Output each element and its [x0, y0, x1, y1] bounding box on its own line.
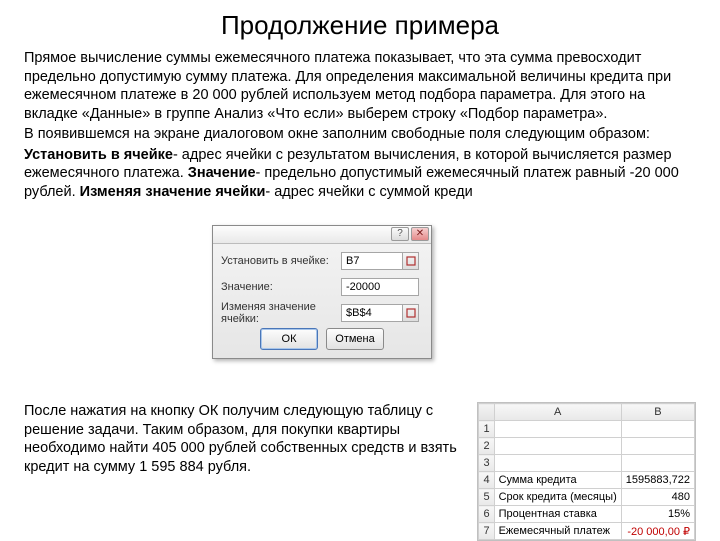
- paragraph-1: Прямое вычисление суммы ежемесячного пла…: [24, 49, 696, 123]
- dialog-titlebar[interactable]: ? ✕: [213, 226, 431, 244]
- ok-button[interactable]: ОК: [260, 328, 318, 350]
- cell-a[interactable]: Ежемесячный платеж: [494, 523, 621, 540]
- input-value[interactable]: -20000: [341, 278, 419, 296]
- cell-b[interactable]: 1595883,722: [621, 472, 694, 489]
- cell-a[interactable]: Срок кредита (месяцы): [494, 489, 621, 506]
- cell-a[interactable]: [494, 455, 621, 472]
- bold-set-cell: Установить в ячейке: [24, 147, 173, 163]
- paragraph-3: Установить в ячейке- адрес ячейки с резу…: [24, 146, 696, 202]
- label-changing: Изменяя значение ячейки:: [221, 301, 341, 325]
- spreadsheet: A B 1234Сумма кредита1595883,722 5Срок кр…: [477, 402, 696, 541]
- col-header-a[interactable]: A: [494, 404, 621, 421]
- col-header-b[interactable]: B: [621, 404, 694, 421]
- goal-seek-dialog: ? ✕ Установить в ячейке: B7 Значение: -2…: [212, 225, 432, 359]
- row-header[interactable]: 1: [479, 421, 494, 438]
- bold-value: Значение: [188, 165, 256, 181]
- row-header[interactable]: 3: [479, 455, 494, 472]
- row-header[interactable]: 5: [479, 489, 494, 506]
- label-set-cell: Установить в ячейке:: [221, 255, 341, 267]
- cell-b[interactable]: [621, 455, 694, 472]
- row-header[interactable]: 7: [479, 523, 494, 540]
- cell-b[interactable]: 15%: [621, 506, 694, 523]
- page-title: Продолжение примера: [24, 10, 696, 41]
- cancel-button[interactable]: Отмена: [326, 328, 384, 350]
- cell-b[interactable]: 480: [621, 489, 694, 506]
- range-picker-icon[interactable]: [403, 252, 419, 270]
- cell-a[interactable]: Процентная ставка: [494, 506, 621, 523]
- cell-b[interactable]: -20 000,00 ₽: [621, 523, 694, 540]
- row-header[interactable]: 4: [479, 472, 494, 489]
- text-c: - адрес ячейки с суммой креди: [265, 184, 472, 200]
- sheet-corner[interactable]: [479, 404, 494, 421]
- row-header[interactable]: 6: [479, 506, 494, 523]
- cell-a[interactable]: [494, 438, 621, 455]
- bold-changing: Изменяя значение ячейки: [80, 184, 266, 200]
- input-changing[interactable]: $B$4: [341, 304, 403, 322]
- cell-b[interactable]: [621, 421, 694, 438]
- help-icon[interactable]: ?: [391, 227, 409, 241]
- label-value: Значение:: [221, 281, 341, 293]
- paragraph-result: После нажатия на кнопку ОК получим следу…: [24, 402, 461, 541]
- input-set-cell[interactable]: B7: [341, 252, 403, 270]
- row-header[interactable]: 2: [479, 438, 494, 455]
- range-picker-icon-2[interactable]: [403, 304, 419, 322]
- cell-a[interactable]: Сумма кредита: [494, 472, 621, 489]
- close-icon[interactable]: ✕: [411, 227, 429, 241]
- paragraph-2: В появившемся на экране диалоговом окне …: [24, 125, 696, 144]
- cell-b[interactable]: [621, 438, 694, 455]
- cell-a[interactable]: [494, 421, 621, 438]
